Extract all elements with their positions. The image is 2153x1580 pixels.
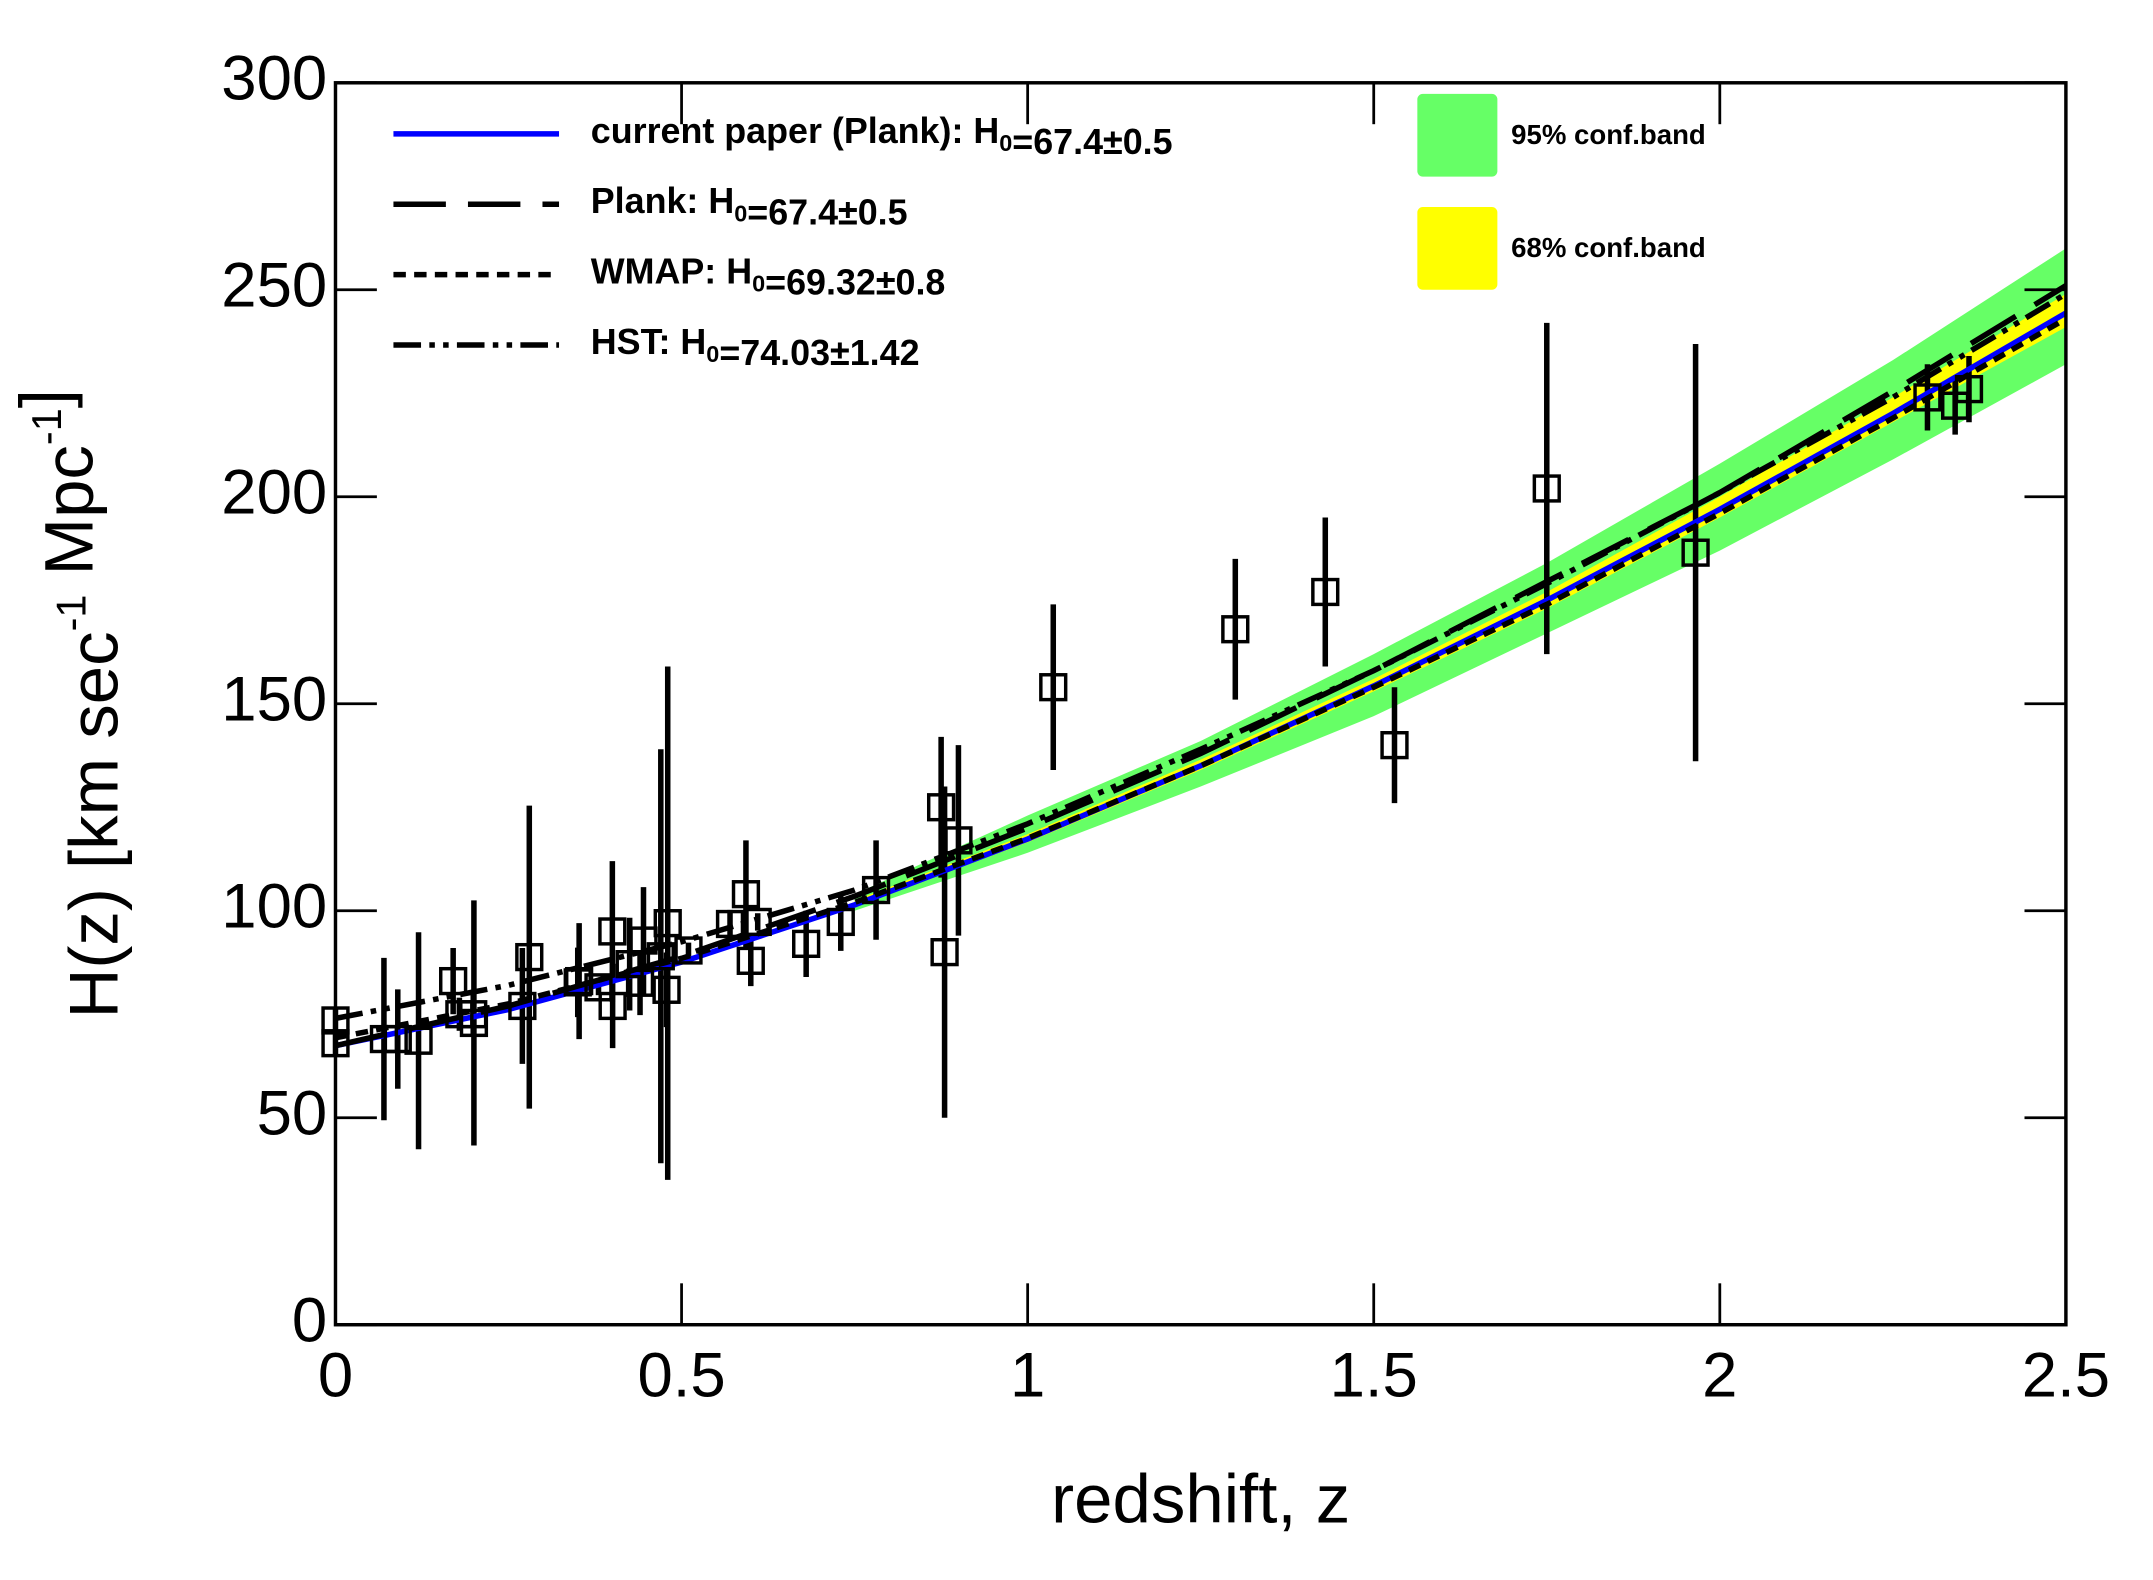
y-tick-label: 100 bbox=[221, 872, 327, 942]
data-point bbox=[629, 926, 658, 955]
data-point bbox=[439, 966, 468, 996]
legend-label: HST: H0=74.03±1.42 bbox=[591, 322, 920, 373]
data-point bbox=[646, 942, 675, 971]
y-tick-label: 50 bbox=[257, 1078, 328, 1148]
legend-label: WMAP: H0=69.32±0.8 bbox=[591, 252, 946, 303]
legend-label: 68% conf.band bbox=[1511, 232, 1706, 263]
data-point bbox=[1311, 577, 1340, 607]
data-point bbox=[459, 1008, 489, 1038]
data-point bbox=[944, 826, 973, 855]
x-tick-label: 0 bbox=[318, 1341, 353, 1411]
x-tick-label: 0.5 bbox=[637, 1341, 725, 1411]
y-tick-label: 200 bbox=[221, 458, 327, 528]
data-point bbox=[743, 907, 772, 937]
data-point bbox=[564, 966, 594, 996]
x-tick-label: 2.5 bbox=[2022, 1341, 2110, 1411]
x-tick-label: 1.5 bbox=[1330, 1341, 1418, 1411]
data-point bbox=[861, 875, 891, 905]
data-point bbox=[731, 880, 761, 909]
data-point bbox=[383, 1024, 412, 1054]
legend-label: 95% conf.band bbox=[1511, 119, 1706, 150]
data-point bbox=[508, 991, 537, 1021]
data-point bbox=[1681, 538, 1710, 567]
legend-label: current paper (Plank): H0=67.4±0.5 bbox=[591, 111, 1173, 162]
data-point bbox=[1532, 474, 1561, 503]
data-point bbox=[652, 975, 681, 1004]
data-point bbox=[926, 793, 956, 822]
data-point bbox=[404, 1026, 433, 1055]
x-tick-label: 1 bbox=[1010, 1341, 1045, 1411]
data-point bbox=[736, 946, 765, 975]
model-curve bbox=[334, 291, 2068, 1022]
model-curve bbox=[334, 283, 2068, 1049]
data-point bbox=[515, 942, 544, 972]
data-point bbox=[930, 937, 959, 967]
data-point bbox=[826, 907, 855, 937]
legend-swatch bbox=[1417, 93, 1498, 177]
data-point bbox=[1039, 673, 1068, 702]
data-point bbox=[792, 929, 821, 959]
model-curve bbox=[334, 316, 2068, 1041]
data-point bbox=[1913, 383, 1942, 412]
legend-label: Plank: H0=67.4±0.5 bbox=[591, 182, 908, 233]
data-point bbox=[653, 909, 682, 938]
y-tick-label: 0 bbox=[292, 1285, 327, 1355]
y-tick-label: 250 bbox=[221, 251, 327, 321]
x-tick-label: 2 bbox=[1702, 1341, 1737, 1411]
data-point bbox=[1380, 731, 1409, 760]
data-point bbox=[598, 991, 627, 1021]
legend-swatch bbox=[1417, 206, 1498, 290]
data-point bbox=[674, 936, 703, 965]
confidence-band bbox=[854, 248, 2066, 911]
data-point bbox=[1954, 374, 1984, 404]
y-tick-label: 150 bbox=[221, 665, 327, 735]
data-point bbox=[1221, 615, 1250, 644]
y-tick-label: 300 bbox=[221, 44, 327, 114]
x-axis-label: redshift, z bbox=[1051, 1460, 1350, 1537]
data-point bbox=[598, 917, 627, 946]
data-point bbox=[715, 909, 745, 939]
y-axis-label: H(z) [km sec-1 Mpc-1] bbox=[6, 389, 133, 1018]
